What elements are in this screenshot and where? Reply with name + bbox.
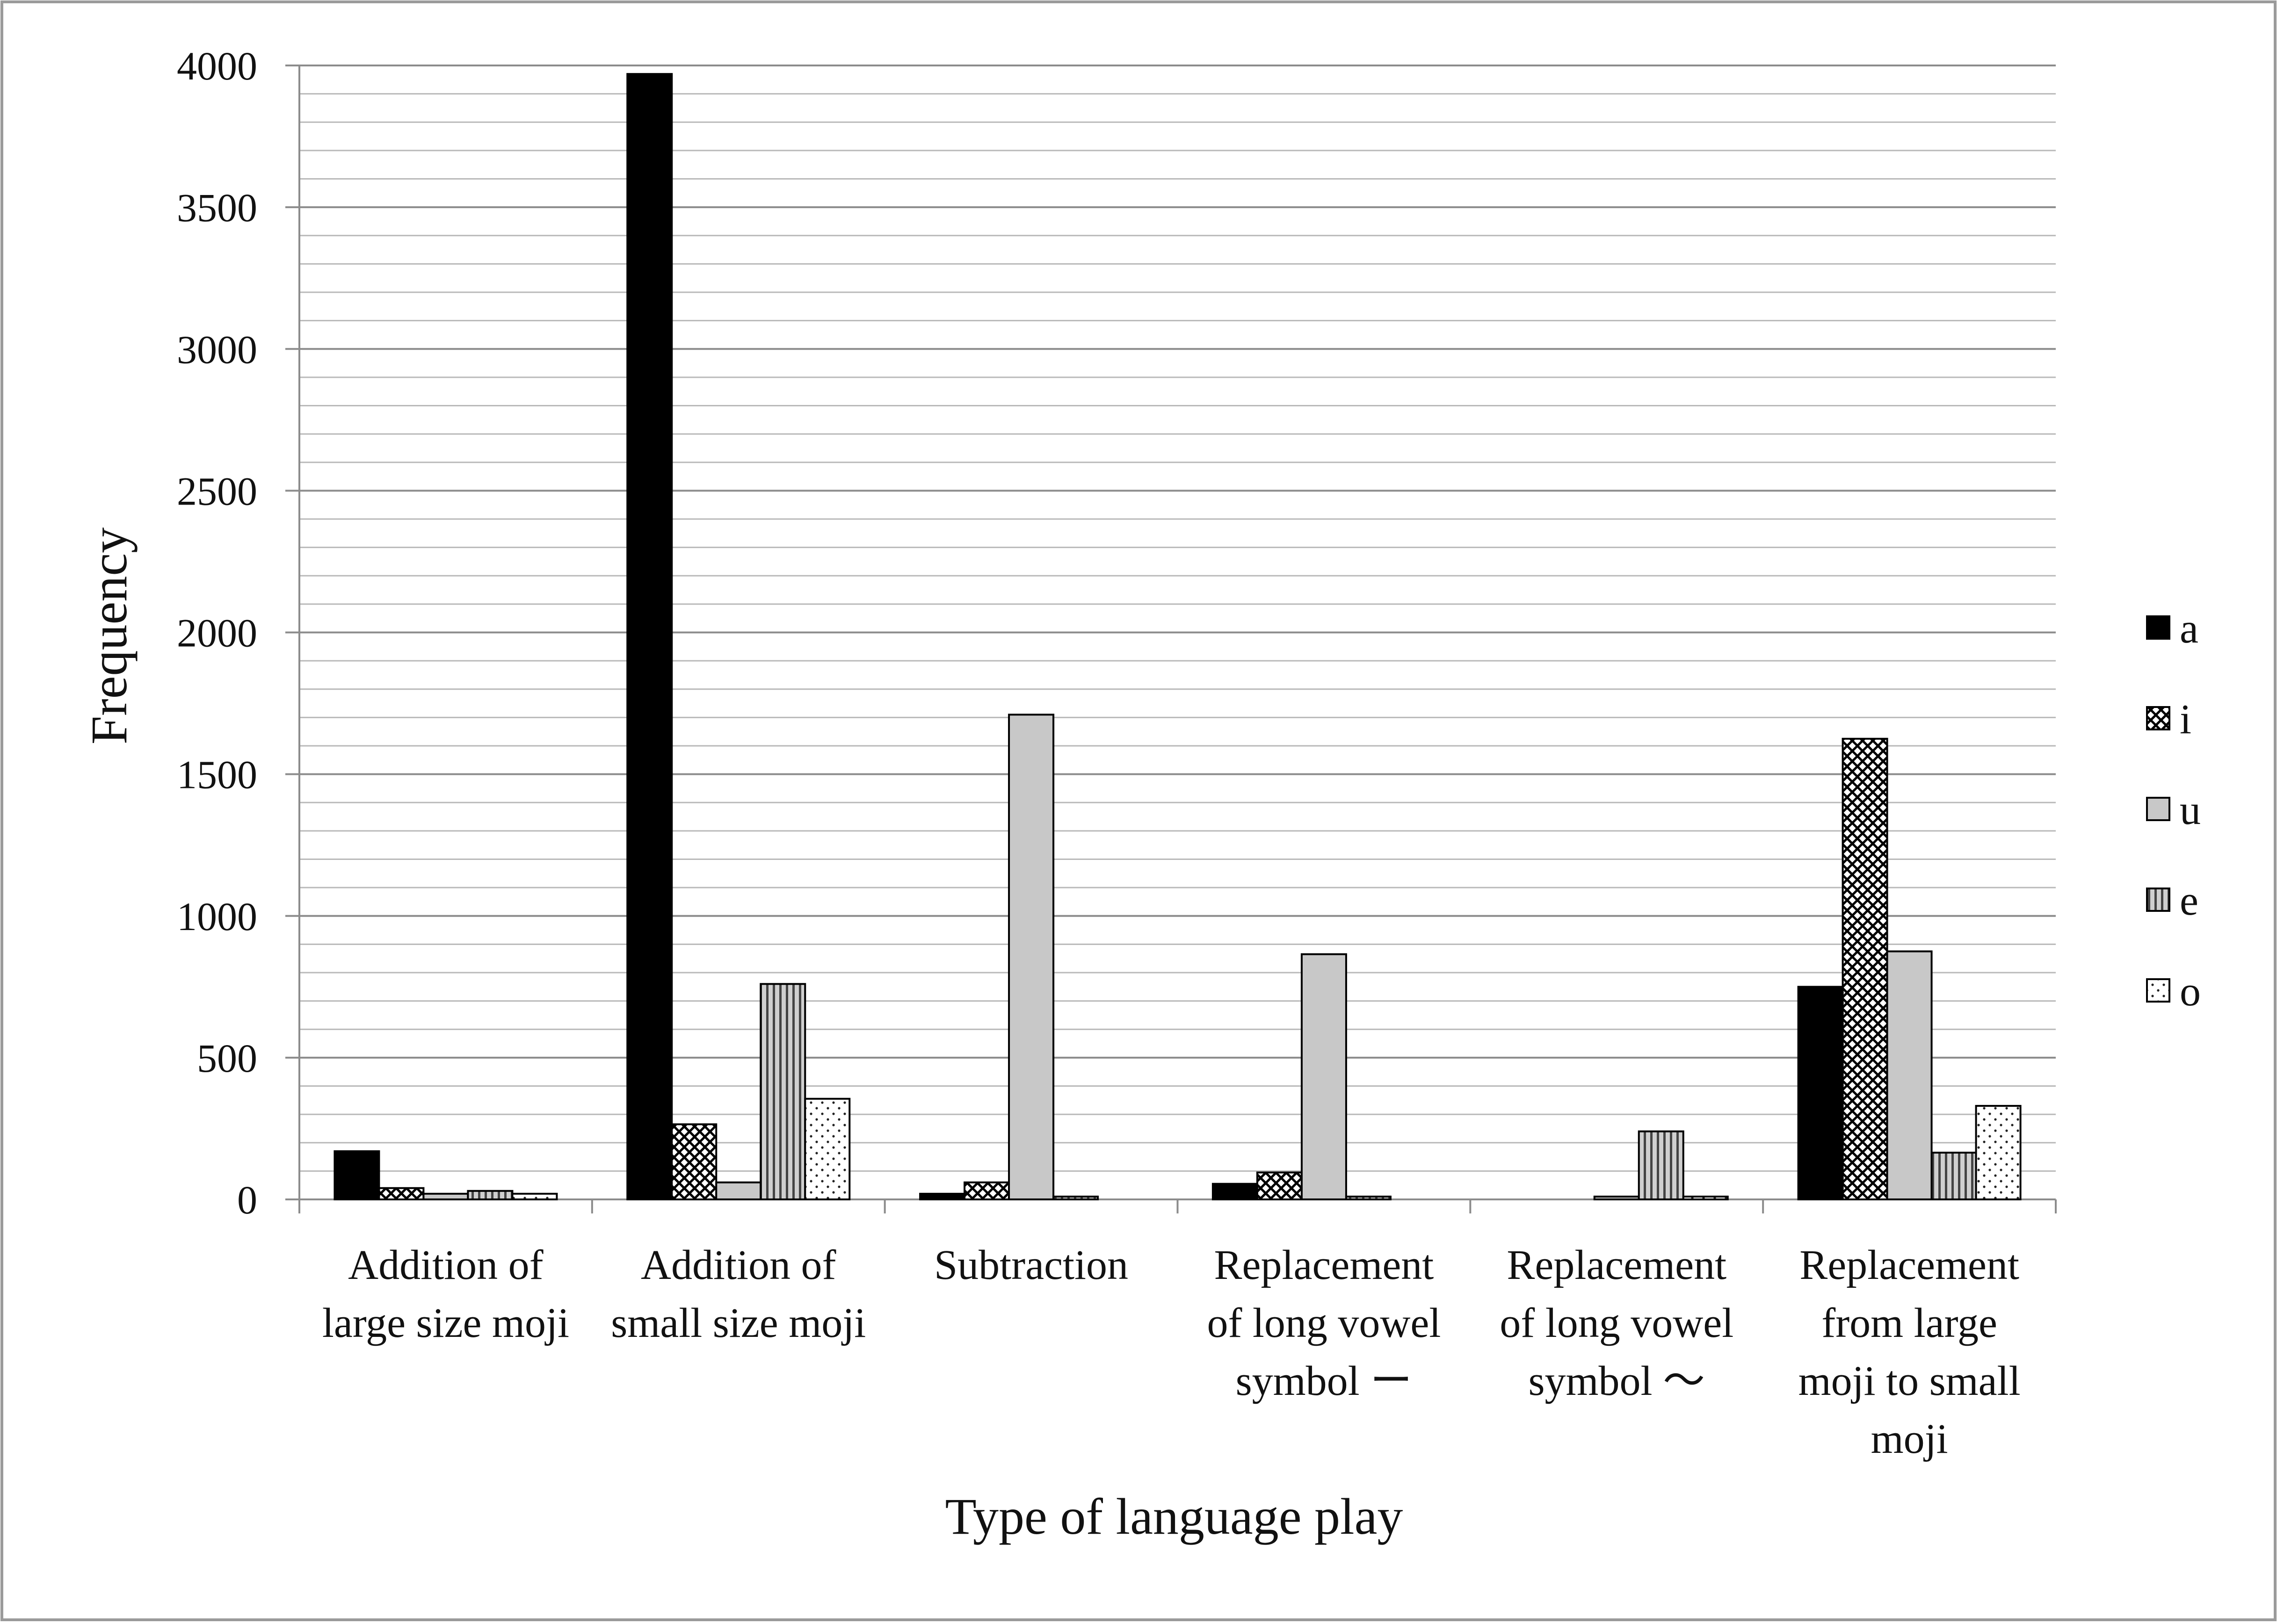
legend-swatch-o [2146, 978, 2170, 1003]
legend-swatch-e [2146, 888, 2170, 912]
bar-u-0 [422, 1192, 469, 1200]
bar-a-1 [626, 73, 673, 1200]
bar-i-5 [1842, 737, 1888, 1200]
legend-label-u: u [2180, 787, 2201, 833]
bar-a-2 [919, 1192, 966, 1200]
bar-u-3 [1300, 953, 1347, 1200]
y-tick-label: 2000 [177, 611, 257, 656]
legend-label-e: e [2180, 878, 2198, 924]
legend-swatch-i [2146, 706, 2170, 730]
bar-o-0 [511, 1192, 558, 1200]
bar-i-2 [964, 1181, 1010, 1200]
bar-i-0 [378, 1187, 425, 1200]
bar-u-4 [1593, 1195, 1640, 1200]
x-tick-label: Addition of large size moji [322, 1242, 569, 1346]
legend-label-o: o [2180, 968, 2201, 1015]
legend-swatch-u [2146, 797, 2170, 821]
bar-e-0 [467, 1190, 514, 1200]
x-tick-label: Replacement of long vowel symbol ー [1207, 1242, 1441, 1404]
y-tick-label: 0 [237, 1177, 257, 1222]
bar-i-3 [1256, 1171, 1303, 1200]
legend-swatch-a [2146, 615, 2170, 640]
bar-o-5 [1975, 1104, 2022, 1200]
bar-o-1 [804, 1097, 851, 1200]
bar-e-2 [1052, 1195, 1099, 1200]
x-tick-label: Replacement from large moji to small moji [1798, 1242, 2021, 1462]
y-tick-label: 1500 [177, 752, 257, 797]
bar-i-1 [671, 1123, 718, 1200]
y-tick-label: 4000 [177, 43, 257, 88]
y-tick-label: 2500 [177, 469, 257, 513]
bar-a-3 [1211, 1183, 1258, 1200]
bar-o-4 [1682, 1195, 1729, 1200]
bar-e-5 [1930, 1151, 1977, 1200]
x-tick-label: Replacement of long vowel symbol 〜 [1500, 1242, 1733, 1404]
grid-lines [299, 65, 2056, 1172]
y-tick-labels: 0 500 1000 1500 2000 2500 3000 3500 4000 [177, 43, 257, 1222]
bar-e-1 [760, 983, 806, 1200]
bar-e-4 [1638, 1130, 1684, 1200]
bar-a-5 [1797, 986, 1844, 1200]
x-axis-title: Type of language play [945, 1488, 1403, 1545]
bar-u-5 [1886, 950, 1933, 1200]
x-tick-label: Addition of small size moji [611, 1242, 866, 1346]
y-tick-label: 3500 [177, 185, 257, 230]
bar-u-1 [715, 1181, 762, 1200]
y-tick-label: 1000 [177, 894, 257, 939]
x-tick-labels: Addition of large size moji Addition of sma… [322, 1242, 2021, 1462]
legend-label-i: i [2180, 696, 2191, 743]
legend-label-a: a [2180, 606, 2198, 652]
bar-e-3 [1345, 1195, 1392, 1200]
bars [334, 73, 2022, 1200]
bar-u-2 [1008, 714, 1055, 1200]
bar-a-0 [334, 1150, 380, 1200]
x-tick-label: Subtraction [934, 1242, 1128, 1288]
y-tick-label: 500 [197, 1036, 257, 1081]
y-tick-label: 3000 [177, 327, 257, 372]
axes [285, 65, 2057, 1213]
y-axis-title: Frequency [80, 527, 138, 744]
